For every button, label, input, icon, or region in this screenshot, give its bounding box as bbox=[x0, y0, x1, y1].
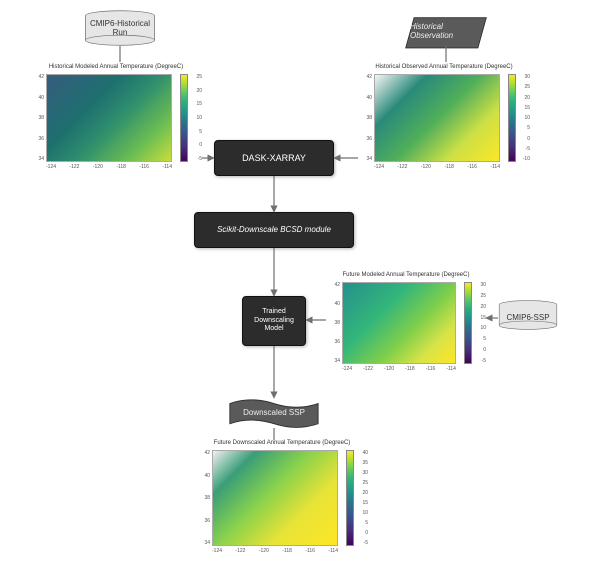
y-ticks: 4240383634 bbox=[326, 282, 340, 364]
node-dask-xarray: DASK-XARRAY bbox=[214, 140, 334, 176]
node-downscaled-ssp: Downscaled SSP bbox=[228, 398, 320, 428]
colorbar-ticks: 302520151050-5-10 bbox=[518, 74, 530, 162]
colorbar bbox=[346, 450, 354, 546]
chart-historical-observed: Historical Observed Annual Temperature (… bbox=[358, 64, 530, 174]
x-ticks: -124-122-120-118-116-114 bbox=[374, 164, 500, 174]
diagram-root: { "type": "flowchart", "background_color… bbox=[0, 0, 600, 569]
chart-future-modeled: Future Modeled Annual Temperature (Degre… bbox=[326, 272, 486, 376]
chart-title: Future Modeled Annual Temperature (Degre… bbox=[326, 272, 486, 278]
colorbar-ticks: 4035302520151050-5 bbox=[356, 450, 368, 546]
colorbar-ticks: 2520151050-5 bbox=[190, 74, 202, 162]
plot-area bbox=[374, 74, 500, 162]
colorbar bbox=[180, 74, 188, 162]
x-ticks: -124-122-120-118-116-114 bbox=[342, 366, 456, 376]
y-ticks: 4240383634 bbox=[30, 74, 44, 162]
node-label: DASK-XARRAY bbox=[242, 153, 306, 164]
node-label: Historical Observation bbox=[404, 22, 488, 40]
node-label: CMIP6-SSP bbox=[502, 313, 553, 322]
colorbar bbox=[464, 282, 472, 364]
node-label: CMIP6-Historical Run bbox=[84, 19, 156, 37]
chart-title: Historical Modeled Annual Temperature (D… bbox=[30, 64, 202, 70]
x-ticks: -124-122-120-118-116-114 bbox=[46, 164, 172, 174]
node-cmip6-historical: CMIP6-Historical Run bbox=[84, 10, 156, 46]
plot-area bbox=[212, 450, 338, 546]
colorbar-ticks: 302520151050-5 bbox=[474, 282, 486, 364]
node-label: Trained Downscaling Model bbox=[249, 308, 299, 333]
node-scikit-downscale: Scikit-Downscale BCSD module bbox=[194, 212, 354, 248]
node-label: Scikit-Downscale BCSD module bbox=[217, 225, 331, 235]
node-cmip6-ssp: CMIP6-SSP bbox=[498, 300, 558, 336]
colorbar bbox=[508, 74, 516, 162]
chart-historical-modeled: Historical Modeled Annual Temperature (D… bbox=[30, 64, 202, 174]
chart-future-downscaled: Future Downscaled Annual Temperature (De… bbox=[196, 440, 368, 558]
node-historical-observation: Historical Observation bbox=[404, 16, 488, 46]
chart-title: Historical Observed Annual Temperature (… bbox=[358, 64, 530, 70]
y-ticks: 4240383634 bbox=[358, 74, 372, 162]
x-ticks: -124-122-120-118-116-114 bbox=[212, 548, 338, 558]
y-ticks: 4240383634 bbox=[196, 450, 210, 546]
chart-title: Future Downscaled Annual Temperature (De… bbox=[196, 440, 368, 446]
node-label: Downscaled SSP bbox=[237, 408, 311, 417]
plot-area bbox=[342, 282, 456, 364]
node-trained-model: Trained Downscaling Model bbox=[242, 296, 306, 346]
plot-area bbox=[46, 74, 172, 162]
